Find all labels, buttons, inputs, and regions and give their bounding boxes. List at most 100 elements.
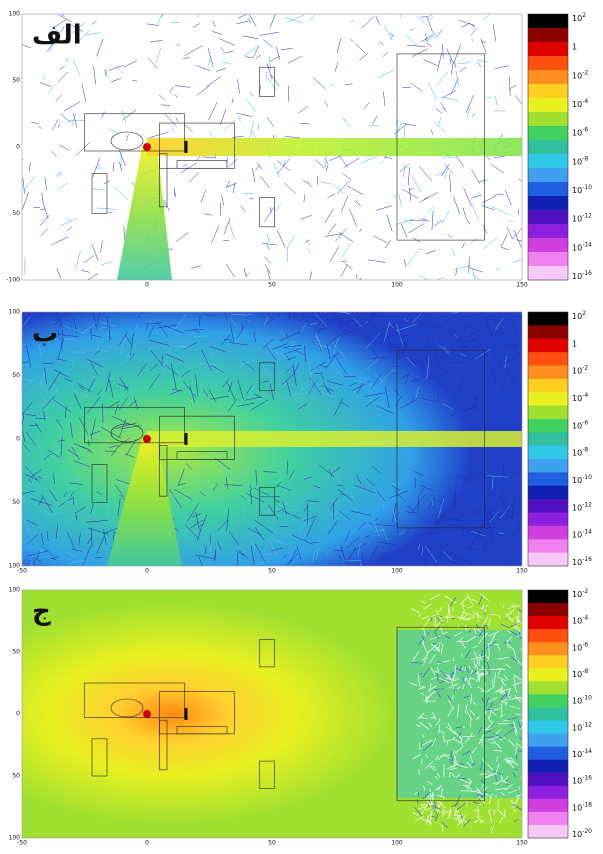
colorbar-base: 10 bbox=[572, 750, 582, 759]
colorbar-step bbox=[528, 56, 568, 71]
colorbar-base: 10 bbox=[572, 366, 582, 375]
colorbar-exponent: -8 bbox=[582, 155, 588, 162]
colorbar-step bbox=[528, 446, 568, 460]
colorbar-label: 10-4 bbox=[572, 392, 588, 403]
y-tick-label: 50 bbox=[12, 499, 20, 506]
particle-track bbox=[10, 238, 23, 239]
colorbar-step bbox=[528, 760, 568, 774]
colorbar-step bbox=[528, 339, 568, 353]
colorbar-label: 10-20 bbox=[572, 828, 592, 839]
colorbar-exponent: -12 bbox=[582, 501, 592, 508]
colorbar-base: 10 bbox=[572, 214, 582, 223]
colorbar-step bbox=[528, 70, 568, 85]
y-tick-label: 0 bbox=[16, 436, 20, 443]
colorbar-step bbox=[528, 432, 568, 446]
colorbar-step bbox=[528, 590, 568, 604]
shadow-region bbox=[397, 630, 603, 798]
colorbar-step bbox=[528, 825, 568, 839]
colorbar-step bbox=[528, 668, 568, 682]
colorbar-step bbox=[528, 98, 568, 113]
colorbar-label: 10-14 bbox=[572, 528, 592, 539]
colorbar-base: 10 bbox=[572, 272, 582, 281]
colorbar-step bbox=[528, 126, 568, 141]
colorbar-label: 10-12 bbox=[572, 501, 592, 512]
panel-label: ب bbox=[32, 319, 58, 349]
colorbar-label: 10-16 bbox=[572, 774, 592, 785]
colorbar-base: 10 bbox=[572, 803, 582, 812]
colorbar-base: 10 bbox=[572, 503, 582, 512]
colorbar-label: 10-10 bbox=[572, 694, 592, 705]
colorbar-label: 10-8 bbox=[572, 155, 588, 166]
colorbar-exponent: -16 bbox=[582, 774, 592, 781]
x-tick-label: 0 bbox=[145, 840, 149, 847]
colorbar-label: 10-8 bbox=[572, 668, 588, 679]
colorbar-label: 10-2 bbox=[572, 69, 588, 80]
y-tick-label: -100 bbox=[6, 277, 20, 284]
colorbar-base: 10 bbox=[572, 776, 582, 785]
colorbar-step bbox=[528, 799, 568, 813]
colorbar-base: 10 bbox=[572, 14, 582, 23]
colorbar-base: 10 bbox=[572, 616, 582, 625]
colorbar-label: 10-14 bbox=[572, 241, 592, 252]
colorbar-label: 10-16 bbox=[572, 556, 592, 567]
x-tick-label: -50 bbox=[17, 840, 27, 847]
colorbar-step bbox=[528, 539, 568, 553]
y-tick-label: 0 bbox=[16, 144, 20, 151]
particle-track bbox=[14, 87, 23, 90]
colorbar-exponent: -6 bbox=[582, 419, 588, 426]
colorbar-exponent: 2 bbox=[582, 310, 586, 317]
figure: الف10050050-100050100150102110-210-410-6… bbox=[0, 0, 603, 854]
colorbar-base: 10 bbox=[572, 830, 582, 839]
colorbar-exponent: -2 bbox=[582, 588, 588, 595]
colorbar-label: 10-16 bbox=[572, 270, 592, 281]
colorbar-label: 1 bbox=[572, 42, 577, 51]
colorbar-base: 10 bbox=[572, 243, 582, 252]
colorbar-step bbox=[528, 365, 568, 379]
colorbar-exponent: -10 bbox=[582, 694, 592, 701]
source bbox=[143, 143, 151, 151]
colorbar-exponent: -12 bbox=[582, 212, 592, 219]
colorbar-step bbox=[528, 459, 568, 473]
colorbar-exponent: -2 bbox=[582, 69, 588, 76]
colorbar-base: 1 bbox=[572, 339, 577, 348]
colorbar-step bbox=[528, 42, 568, 57]
colorbar-exponent: -10 bbox=[582, 184, 592, 191]
panel: ج10050050100-5005010015010-210-410-610-8… bbox=[9, 587, 603, 847]
colorbar-label: 10-6 bbox=[572, 126, 588, 137]
x-tick-label: 50 bbox=[268, 282, 276, 289]
colorbar-step bbox=[528, 406, 568, 420]
y-tick-label: 100 bbox=[9, 587, 21, 594]
colorbar-exponent: 2 bbox=[582, 12, 586, 19]
panel-label: ج bbox=[32, 597, 51, 627]
colorbar-exponent: -8 bbox=[582, 668, 588, 675]
colorbar-step bbox=[528, 168, 568, 183]
colorbar-step bbox=[528, 196, 568, 211]
colorbar-exponent: -4 bbox=[582, 98, 588, 105]
colorbar-base: 10 bbox=[572, 421, 582, 430]
x-tick-label: 100 bbox=[391, 840, 403, 847]
x-tick-label: 0 bbox=[145, 568, 149, 575]
colorbar-label: 10-2 bbox=[572, 364, 588, 375]
colorbar-exponent: -2 bbox=[582, 364, 588, 371]
colorbar-step bbox=[528, 553, 568, 567]
colorbar-step bbox=[528, 734, 568, 748]
x-tick-label: 100 bbox=[391, 568, 403, 575]
colorbar-base: 10 bbox=[572, 476, 582, 485]
colorbar-base: 10 bbox=[572, 530, 582, 539]
colorbar-step bbox=[528, 694, 568, 708]
y-tick-label: 100 bbox=[9, 11, 21, 18]
colorbar-step bbox=[528, 238, 568, 253]
y-tick-label: 0 bbox=[16, 711, 20, 718]
colorbar-label: 102 bbox=[572, 12, 586, 23]
source bbox=[143, 710, 151, 718]
colorbar-step bbox=[528, 140, 568, 155]
colorbar-step bbox=[528, 747, 568, 761]
particle-track bbox=[233, 301, 241, 312]
colorbar-base: 10 bbox=[572, 643, 582, 652]
colorbar-exponent: -6 bbox=[582, 126, 588, 133]
source bbox=[143, 435, 151, 443]
particle-track bbox=[319, 292, 326, 313]
colorbar-step bbox=[528, 312, 568, 326]
x-tick-label: 150 bbox=[516, 282, 528, 289]
